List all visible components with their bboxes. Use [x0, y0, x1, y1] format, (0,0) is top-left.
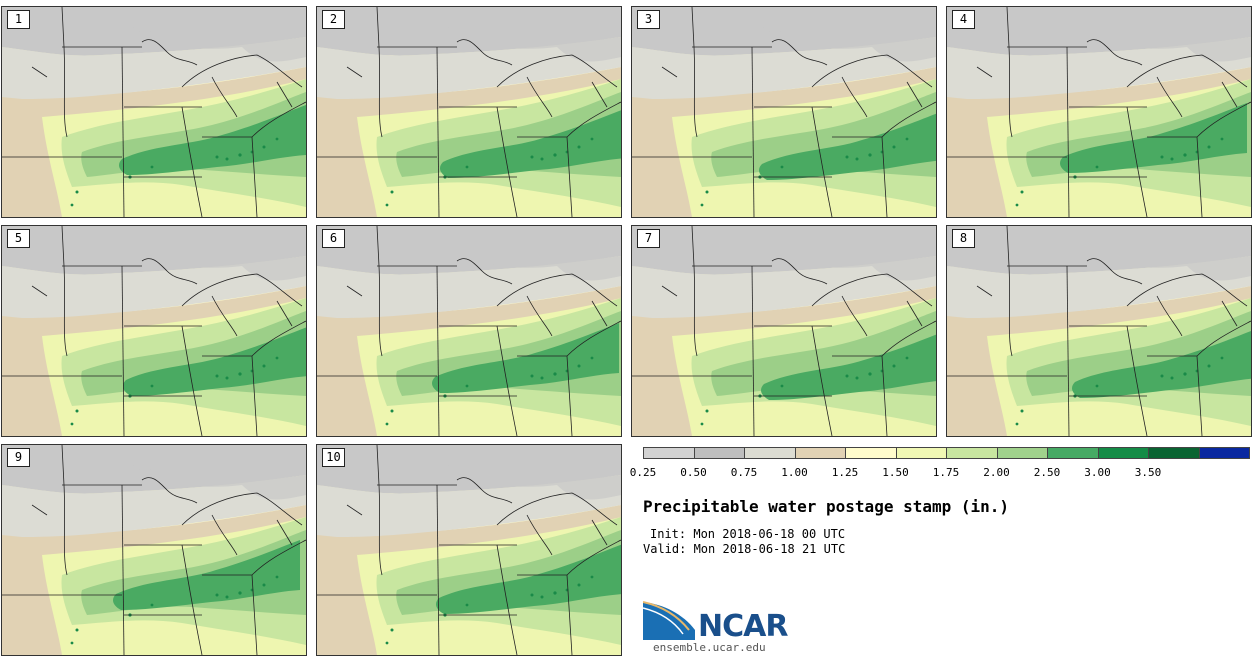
init-time: Init: Mon 2018-06-18 00 UTC — [650, 527, 846, 541]
colorbar — [643, 447, 1250, 461]
colorbar-swatch — [1097, 447, 1149, 459]
colorbar-tick-label: 3.00 — [1084, 466, 1111, 479]
valid-time: Valid: Mon 2018-06-18 21 UTC — [643, 542, 846, 556]
colorbar-swatch — [946, 447, 998, 459]
colorbar-tick-label: 3.50 — [1134, 466, 1162, 479]
ncar-logo-icon — [643, 601, 695, 640]
member-label: 8 — [952, 229, 975, 248]
member-label: 2 — [322, 10, 345, 29]
map-panel-6: 6 — [316, 225, 622, 437]
colorbar-swatch — [744, 447, 796, 459]
map-panel-8: 8 — [946, 225, 1252, 437]
colorbar-tick-label: 1.00 — [781, 466, 808, 479]
map-panel-3: 3 — [631, 6, 937, 218]
colorbar-tick-label: 1.75 — [932, 466, 960, 479]
ncar-url: ensemble.ucar.edu — [653, 641, 766, 654]
map-canvas — [2, 7, 306, 217]
map-canvas — [632, 7, 936, 217]
map-canvas — [317, 226, 621, 436]
map-panel-10: 10 — [316, 444, 622, 656]
map-panel-4: 4 — [946, 6, 1252, 218]
map-panel-2: 2 — [316, 6, 622, 218]
colorbar-swatch — [794, 447, 846, 459]
colorbar-swatch — [643, 447, 695, 459]
member-label: 9 — [7, 448, 30, 467]
ncar-logo-text: NCAR — [698, 609, 788, 644]
colorbar-swatch — [895, 447, 947, 459]
member-label: 7 — [637, 229, 660, 248]
map-canvas — [317, 7, 621, 217]
colorbar-tick-label: 2.00 — [983, 466, 1010, 479]
map-panel-9: 9 — [1, 444, 307, 656]
colorbar-swatch — [996, 447, 1048, 459]
colorbar-tick-label: 2.50 — [1033, 466, 1061, 479]
map-canvas — [632, 226, 936, 436]
map-canvas — [2, 445, 306, 655]
map-canvas — [2, 226, 306, 436]
colorbar-swatch — [1047, 447, 1099, 459]
colorbar-tick-label: 1.50 — [882, 466, 909, 479]
member-label: 4 — [952, 10, 975, 29]
map-canvas — [947, 226, 1251, 436]
member-label: 6 — [322, 229, 345, 248]
colorbar-swatch — [1198, 447, 1250, 459]
map-panel-5: 5 — [1, 225, 307, 437]
colorbar-tick-label: 0.50 — [680, 466, 707, 479]
map-canvas — [947, 7, 1251, 217]
colorbar-swatch — [845, 447, 897, 459]
member-label: 3 — [637, 10, 660, 29]
colorbar-tick-label: 0.25 — [629, 466, 657, 479]
colorbar-tick-label: 0.75 — [730, 466, 758, 479]
colorbar-swatch — [1148, 447, 1200, 459]
member-label: 5 — [7, 229, 30, 248]
colorbar-tick-label: 1.25 — [831, 466, 859, 479]
map-panel-1: 1 — [1, 6, 307, 218]
map-panel-7: 7 — [631, 225, 937, 437]
member-label: 10 — [322, 448, 345, 467]
colorbar-swatch — [693, 447, 745, 459]
member-label: 1 — [7, 10, 30, 29]
chart-title: Precipitable water postage stamp (in.) — [643, 497, 1010, 516]
map-canvas — [317, 445, 621, 655]
